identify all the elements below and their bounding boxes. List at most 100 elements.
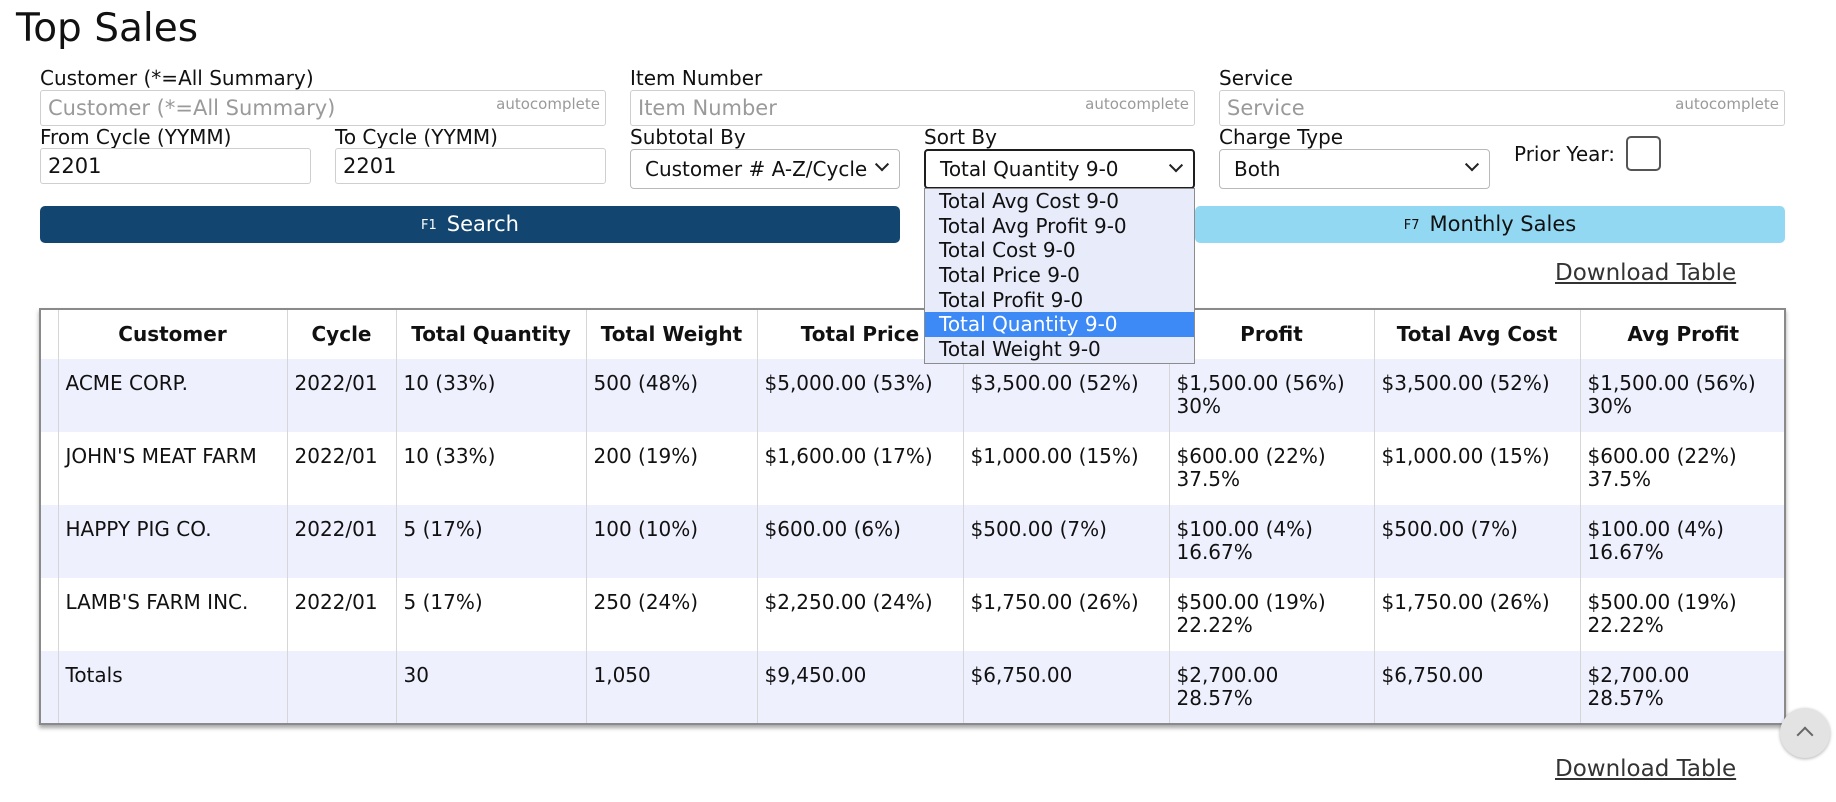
sort-option[interactable]: Total Cost 9-0 xyxy=(939,238,1076,263)
customer-placeholder: Customer (*=All Summary) xyxy=(48,96,336,120)
sort-by-dropdown-list: Total Avg Cost 9-0 Total Avg Profit 9-0 … xyxy=(924,188,1195,364)
sort-option[interactable]: Total Price 9-0 xyxy=(939,263,1080,288)
sort-option[interactable]: Total Avg Cost 9-0 xyxy=(939,189,1119,213)
avg-profit-percent: 22.22% xyxy=(1587,613,1664,637)
table-row: ACME CORP. 2022/01 10 (33%) 500 (48%) $5… xyxy=(41,359,1784,432)
avg-profit-amount: $600.00 (22%) xyxy=(1587,444,1737,468)
profit-amount: $600.00 (22%) xyxy=(1176,444,1326,468)
column-header[interactable]: Avg Profit xyxy=(1579,310,1784,359)
page-title: Top Sales xyxy=(16,6,199,51)
cell-profit: $2,700.00 28.57% xyxy=(1168,651,1374,723)
profit-percent: 16.67% xyxy=(1176,540,1253,564)
table-gutter-header xyxy=(41,310,58,359)
cell-profit: $1,500.00 (56%) 30% xyxy=(1168,359,1374,432)
cell-total-avg-cost: $6,750.00 xyxy=(1373,651,1580,723)
prior-year-label: Prior Year: xyxy=(1514,142,1616,166)
cell-total-cost: $6,750.00 xyxy=(962,651,1169,723)
cell-total-price: $600.00 (6%) xyxy=(756,505,963,578)
cell-total-quantity: 5 (17%) xyxy=(395,505,586,578)
column-header[interactable]: Total Quantity xyxy=(395,310,586,359)
cell-total-weight: 250 (24%) xyxy=(585,578,757,651)
scroll-to-top-button[interactable] xyxy=(1780,708,1830,758)
subtotal-by-label: Subtotal By xyxy=(630,125,746,149)
chevron-down-icon xyxy=(1168,158,1184,173)
column-header[interactable]: Profit xyxy=(1168,310,1374,359)
cell-cycle: 2022/01 xyxy=(286,578,396,651)
cell-total-quantity: 30 xyxy=(395,651,586,723)
sort-by-value: Total Quantity 9-0 xyxy=(940,157,1119,181)
cell-total-avg-cost: $1,000.00 (15%) xyxy=(1373,432,1580,505)
profit-percent: 37.5% xyxy=(1176,467,1241,491)
service-input[interactable]: Service autocomplete xyxy=(1219,90,1785,126)
charge-type-label: Charge Type xyxy=(1219,125,1344,149)
search-button[interactable]: F1 Search xyxy=(40,206,900,243)
cell-total-quantity: 5 (17%) xyxy=(395,578,586,651)
column-header[interactable]: Cycle xyxy=(286,310,396,359)
customer-label: Customer (*=All Summary) xyxy=(40,66,314,90)
chevron-up-icon xyxy=(1796,726,1814,744)
table-row: HAPPY PIG CO. 2022/01 5 (17%) 100 (10%) … xyxy=(41,505,1784,578)
cell-total-price: $5,000.00 (53%) xyxy=(756,359,963,432)
monthly-sales-button-label: Monthly Sales xyxy=(1429,212,1577,236)
column-header[interactable]: Total Weight xyxy=(585,310,757,359)
service-placeholder: Service xyxy=(1227,96,1305,120)
profit-percent: 30% xyxy=(1176,394,1221,418)
from-cycle-input[interactable]: 2201 xyxy=(40,148,311,184)
profit-amount: $500.00 (19%) xyxy=(1176,590,1326,614)
to-cycle-input[interactable]: 2201 xyxy=(335,148,606,184)
profit-percent: 22.22% xyxy=(1176,613,1253,637)
cell-total-cost: $3,500.00 (52%) xyxy=(962,359,1169,432)
cell-total-price: $2,250.00 (24%) xyxy=(756,578,963,651)
profit-amount: $100.00 (4%) xyxy=(1176,517,1313,541)
column-header[interactable]: Customer xyxy=(57,310,287,359)
monthly-sales-button[interactable]: F7 Monthly Sales xyxy=(1195,206,1785,243)
download-table-link-top[interactable]: Download Table xyxy=(1555,260,1737,286)
sort-option[interactable]: Total Avg Profit 9-0 xyxy=(939,213,1127,238)
cell-avg-profit: $2,700.00 28.57% xyxy=(1579,651,1784,723)
subtotal-by-select[interactable]: Customer # A-Z/Cycle xyxy=(630,149,900,189)
from-cycle-label: From Cycle (YYMM) xyxy=(40,125,232,149)
cell-cycle xyxy=(286,651,396,723)
customer-autocomplete-hint: autocomplete xyxy=(496,95,600,113)
cell-customer: JOHN'S MEAT FARM xyxy=(57,432,287,505)
avg-profit-percent: 28.57% xyxy=(1587,686,1664,710)
table-gutter-cell xyxy=(41,505,58,578)
cell-avg-profit: $600.00 (22%) 37.5% xyxy=(1579,432,1784,505)
search-shortcut-key: F1 xyxy=(421,217,437,233)
avg-profit-amount: $1,500.00 (56%) xyxy=(1587,371,1756,395)
totals-label: Totals xyxy=(57,651,287,723)
cell-total-avg-cost: $3,500.00 (52%) xyxy=(1373,359,1580,432)
table-row: JOHN'S MEAT FARM 2022/01 10 (33%) 200 (1… xyxy=(41,432,1784,505)
sort-by-select[interactable]: Total Quantity 9-0 xyxy=(924,149,1195,189)
charge-type-select[interactable]: Both xyxy=(1219,149,1490,189)
table-gutter-cell xyxy=(41,432,58,505)
chevron-down-icon xyxy=(874,157,890,172)
cell-total-price: $1,600.00 (17%) xyxy=(756,432,963,505)
prior-year-checkbox[interactable] xyxy=(1626,136,1661,171)
profit-amount: $1,500.00 (56%) xyxy=(1176,371,1345,395)
profit-percent: 28.57% xyxy=(1176,686,1253,710)
avg-profit-percent: 16.67% xyxy=(1587,540,1664,564)
chevron-down-icon xyxy=(1464,157,1480,172)
table-gutter-cell xyxy=(41,359,58,432)
cell-total-avg-cost: $1,750.00 (26%) xyxy=(1373,578,1580,651)
avg-profit-percent: 30% xyxy=(1587,394,1632,418)
cell-total-weight: 500 (48%) xyxy=(585,359,757,432)
download-table-link-bottom[interactable]: Download Table xyxy=(1555,756,1737,782)
cell-total-cost: $1,750.00 (26%) xyxy=(962,578,1169,651)
table-gutter-cell xyxy=(41,651,58,723)
sort-by-label: Sort By xyxy=(924,125,997,149)
avg-profit-amount: $2,700.00 xyxy=(1587,663,1690,687)
cell-customer: ACME CORP. xyxy=(57,359,287,432)
sort-option[interactable]: Total Weight 9-0 xyxy=(939,337,1101,362)
cell-total-cost: $1,000.00 (15%) xyxy=(962,432,1169,505)
results-table: Customer Cycle Total Quantity Total Weig… xyxy=(39,308,1786,725)
search-button-label: Search xyxy=(446,212,519,236)
sort-option[interactable]: Total Profit 9-0 xyxy=(939,287,1084,312)
item-number-input[interactable]: Item Number autocomplete xyxy=(630,90,1195,126)
customer-input[interactable]: Customer (*=All Summary) autocomplete xyxy=(40,90,606,126)
sort-option-selected[interactable]: Total Quantity 9-0 xyxy=(925,312,1194,338)
column-header[interactable]: Total Avg Cost xyxy=(1373,310,1580,359)
avg-profit-percent: 37.5% xyxy=(1587,467,1652,491)
service-label: Service xyxy=(1219,66,1293,90)
